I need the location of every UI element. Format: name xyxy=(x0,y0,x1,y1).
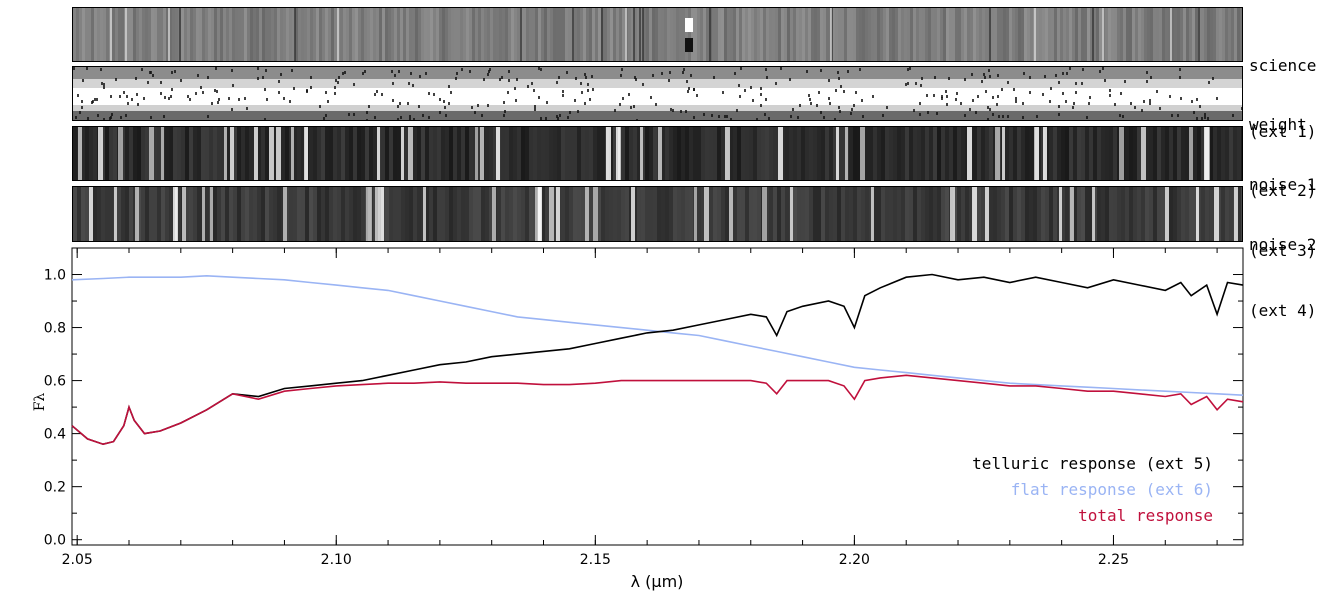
x-tick-label: 2.05 xyxy=(62,552,93,568)
noise1-image-panel xyxy=(72,126,1243,181)
x-tick-label: 2.10 xyxy=(321,552,352,568)
y-tick-label: 0.8 xyxy=(44,321,66,337)
tick-labels: 2.05 2.10 2.15 2.20 2.25 0.0 0.2 0.4 0.6 0.8 1.0 xyxy=(44,268,1129,568)
panel-label-science: science (ext 1) xyxy=(1249,11,1316,165)
panel-label-ext: (ext 2) xyxy=(1249,181,1317,200)
series-line-0 xyxy=(71,273,1244,446)
legend-entry-0: telluric response (ext 5) xyxy=(972,454,1213,473)
y-axis-label: Fλ xyxy=(32,393,48,412)
x-tick-label: 2.20 xyxy=(839,552,870,568)
panel-label-name: noise 2 xyxy=(1249,235,1317,254)
noise-texture xyxy=(73,127,1242,180)
legend: telluric response (ext 5) flat response (… xyxy=(972,454,1213,525)
panel-label-ext: (ext 1) xyxy=(1249,122,1317,141)
x-tick-label: 2.25 xyxy=(1098,552,1129,568)
x-tick-label: 2.15 xyxy=(580,552,611,568)
panel-label-noise2: noise 2 (ext 4) xyxy=(1249,190,1316,344)
series-line-1 xyxy=(71,274,1244,396)
y-tick-label: 0.4 xyxy=(44,427,66,443)
science-image-panel xyxy=(72,7,1243,62)
y-tick-label: 0.2 xyxy=(44,480,66,496)
panel-label-noise1: noise 1 (ext 3) xyxy=(1249,130,1316,284)
series-line-2 xyxy=(71,374,1244,446)
panel-label-weight: weight (ext 2) xyxy=(1249,70,1316,224)
noise-texture xyxy=(73,187,1242,241)
weight-image-panel xyxy=(72,66,1243,121)
science-texture xyxy=(73,8,1242,61)
legend-entry-1: flat response (ext 6) xyxy=(1011,480,1213,499)
panel-label-name: science xyxy=(1249,56,1317,75)
y-tick-label: 0.0 xyxy=(44,533,66,549)
panel-label-name: noise 1 xyxy=(1249,175,1317,194)
panel-label-ext: (ext 3) xyxy=(1249,241,1317,260)
plot-frame xyxy=(71,247,1244,546)
panel-label-ext: (ext 4) xyxy=(1249,301,1317,320)
series-lines xyxy=(71,273,1244,446)
y-tick-label: 1.0 xyxy=(44,268,66,284)
x-axis-label: λ (μm) xyxy=(631,572,684,591)
y-tick-label: 0.6 xyxy=(44,374,66,390)
panel-label-name: weight xyxy=(1249,115,1307,134)
weight-texture xyxy=(73,67,1242,120)
noise2-image-panel xyxy=(72,186,1243,242)
legend-entry-2: total response xyxy=(1078,506,1213,525)
